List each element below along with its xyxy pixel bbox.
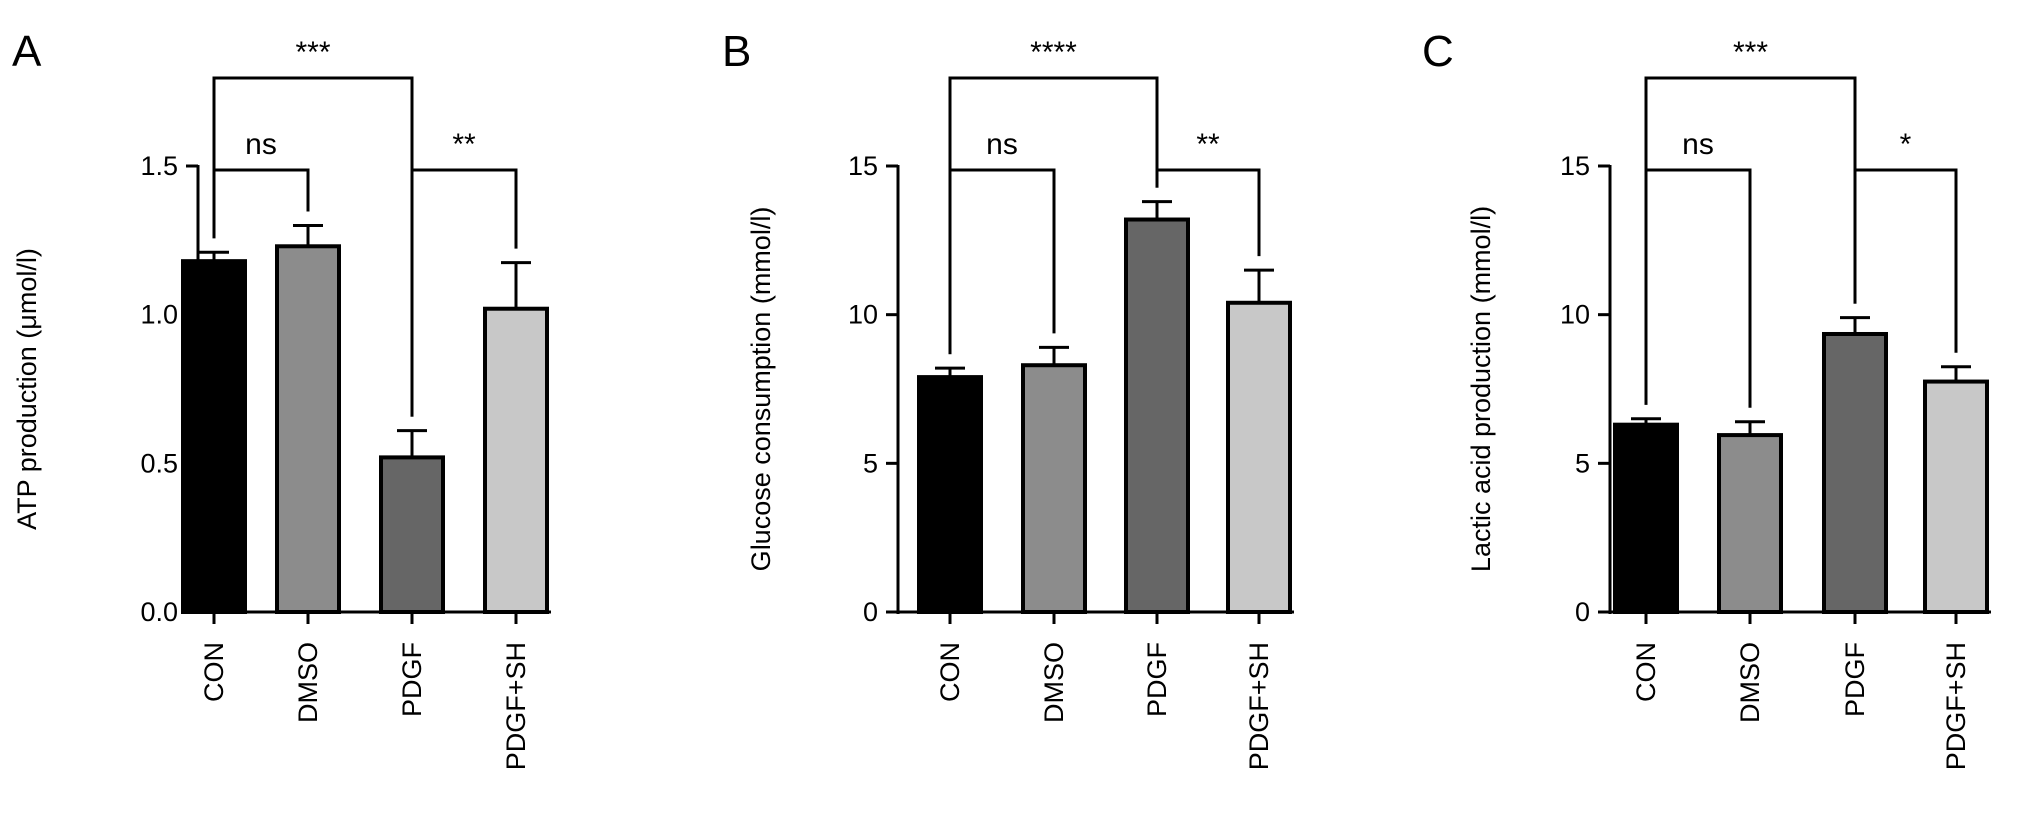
bar-dmso <box>275 244 341 614</box>
significance-label: ns <box>1682 128 1714 161</box>
category-label: CON <box>1631 642 1661 702</box>
category-label: PDGF <box>1142 642 1172 717</box>
bar-pdgf <box>1822 331 1888 614</box>
panel-letter-b: B <box>722 27 751 76</box>
y-tick-label: 0 <box>1575 597 1590 627</box>
y-tick-label: 1.5 <box>140 151 178 181</box>
significance-label: ns <box>986 128 1018 161</box>
y-tick-label: 10 <box>848 300 878 330</box>
bar-pdgf <box>1124 217 1190 615</box>
significance-label: * <box>1900 128 1912 161</box>
y-tick-label: 0.0 <box>140 597 178 627</box>
bar-pdgf-sh <box>1226 300 1292 614</box>
category-label: PDGF+SH <box>1244 642 1274 770</box>
category-label: PDGF <box>397 642 427 717</box>
category-label: PDGF+SH <box>501 642 531 770</box>
significance-label: *** <box>1733 36 1768 69</box>
y-axis-label: Glucose consumption (mmol/l) <box>746 207 776 572</box>
y-tick-label: 5 <box>863 448 878 478</box>
bar-pdgf <box>379 455 445 614</box>
category-label: CON <box>935 642 965 702</box>
y-tick-label: 10 <box>1560 300 1590 330</box>
y-tick-label: 15 <box>848 151 878 181</box>
bar-con <box>181 259 247 614</box>
significance-label: ** <box>452 128 476 161</box>
significance-bracket <box>948 168 1056 355</box>
category-label: PDGF <box>1840 642 1870 717</box>
y-tick-label: 1.0 <box>140 300 178 330</box>
significance-bracket <box>1644 168 1752 408</box>
category-label: DMSO <box>1039 642 1069 723</box>
y-tick-label: 0 <box>863 597 878 627</box>
significance-bracket <box>948 76 1159 355</box>
significance-label: *** <box>295 36 330 69</box>
bar-dmso <box>1021 363 1087 615</box>
category-label: PDGF+SH <box>1941 642 1971 770</box>
significance-bracket <box>212 76 414 417</box>
bar-pdgf-sh <box>483 306 549 614</box>
significance-bracket <box>212 168 310 239</box>
bar-pdgf-sh <box>1923 379 1989 615</box>
y-axis-label: ATP production (μmol/l) <box>12 248 42 530</box>
bar-con <box>917 375 983 614</box>
category-label: DMSO <box>293 642 323 723</box>
panel-letter-a: A <box>12 27 42 76</box>
y-tick-label: 0.5 <box>140 448 178 478</box>
bar-con <box>1613 422 1679 614</box>
y-tick-label: 15 <box>1560 151 1590 181</box>
significance-label: **** <box>1030 36 1077 69</box>
significance-label: ** <box>1196 128 1220 161</box>
y-tick-label: 5 <box>1575 448 1590 478</box>
panel-letter-c: C <box>1422 27 1454 76</box>
category-label: DMSO <box>1735 642 1765 723</box>
bar-dmso <box>1717 433 1783 614</box>
y-axis-label: Lactic acid production (mmol/l) <box>1466 206 1496 572</box>
significance-label: ns <box>245 128 277 161</box>
significance-bracket <box>1853 168 1958 353</box>
category-label: CON <box>199 642 229 702</box>
significance-bracket <box>1644 76 1857 405</box>
